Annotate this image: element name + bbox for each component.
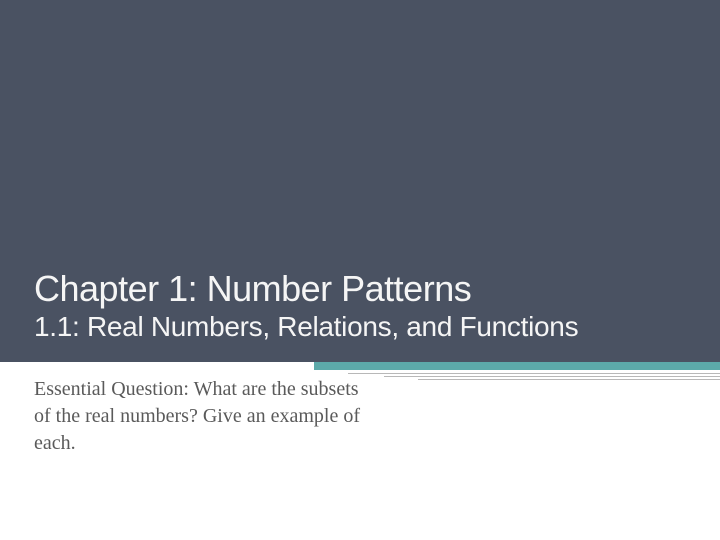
accent-line-1 xyxy=(348,373,720,374)
title-block: Chapter 1: Number Patterns 1.1: Real Num… xyxy=(34,269,700,344)
section-title: 1.1: Real Numbers, Relations, and Functi… xyxy=(34,310,700,344)
accent-line-3 xyxy=(418,379,720,380)
essential-question-text: Essential Question: What are the subsets… xyxy=(34,376,374,457)
accent-bar xyxy=(314,362,720,370)
slide-header-panel: Chapter 1: Number Patterns 1.1: Real Num… xyxy=(0,0,720,362)
accent-decoration xyxy=(314,362,720,380)
chapter-title: Chapter 1: Number Patterns xyxy=(34,269,700,309)
accent-line-2 xyxy=(384,376,720,377)
